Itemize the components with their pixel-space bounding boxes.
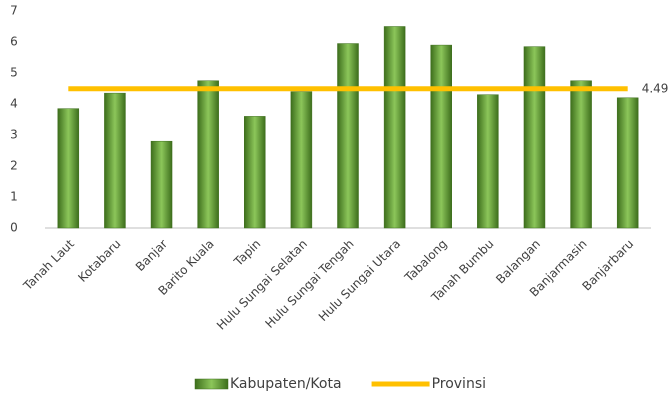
bar — [523, 46, 546, 229]
bar — [570, 80, 592, 229]
x-tick-label: Balangan — [493, 237, 543, 287]
y-tick-label: 5 — [10, 66, 18, 80]
x-tick-label: Kotabaru — [75, 237, 123, 285]
bar — [383, 26, 406, 229]
legend-label: Kabupaten/Kota — [230, 376, 342, 392]
bar — [104, 92, 126, 229]
y-tick-label: 7 — [10, 4, 18, 18]
bar — [337, 43, 359, 229]
x-tick-label: Hulu Sungai Tengah — [262, 237, 356, 331]
bar — [290, 91, 313, 229]
y-tick-label: 6 — [10, 35, 18, 49]
bar — [150, 140, 173, 229]
y-tick-label: 3 — [10, 128, 18, 142]
bar — [57, 108, 80, 229]
data-label: 4.49 — [642, 81, 669, 95]
bar — [477, 94, 499, 229]
y-tick-label: 2 — [10, 159, 18, 173]
x-tick-label: Hulu Sungai Selatan — [214, 237, 310, 333]
y-tick-label: 1 — [10, 190, 18, 204]
x-tick-label: Hulu Sungai Utara — [316, 237, 403, 324]
x-tick-label: Tanah Laut — [20, 236, 77, 293]
x-tick-label: Tabalong — [401, 237, 449, 285]
y-tick-label: 0 — [10, 221, 18, 235]
bar — [197, 80, 219, 229]
bar — [616, 97, 639, 229]
legend-label: Provinsi — [432, 376, 486, 392]
y-tick-label: 4 — [10, 97, 18, 111]
x-tick-label: Banjar — [133, 237, 170, 274]
bar — [430, 44, 452, 229]
legend-swatch — [194, 378, 229, 390]
bar — [244, 116, 266, 229]
x-tick-label: Tapin — [231, 237, 264, 270]
